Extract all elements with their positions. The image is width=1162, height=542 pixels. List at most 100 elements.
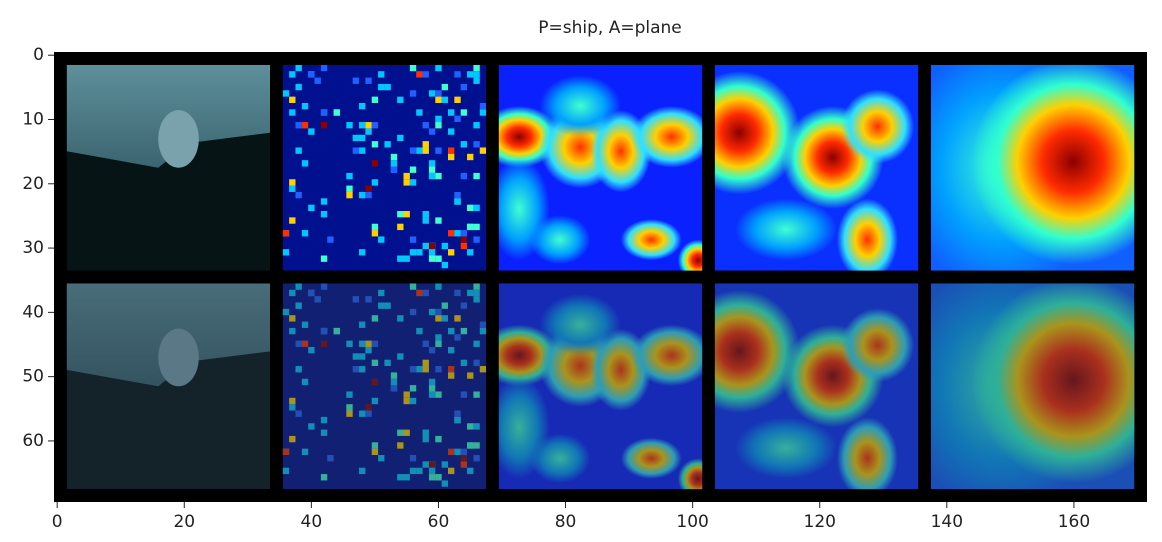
heat-pixel: [390, 385, 398, 392]
heat-pixel: [282, 249, 290, 256]
heat-pixel: [441, 302, 448, 309]
heat-pixel: [371, 230, 379, 237]
heat-pixel: [301, 102, 309, 110]
heat-pixel: [359, 147, 366, 154]
heat-pixel: [447, 147, 455, 154]
heat-pixel: [454, 334, 461, 341]
heat-pixel: [403, 172, 410, 180]
heat-pixel: [384, 359, 391, 367]
heat-pixel: [473, 141, 480, 148]
heat-pixel: [435, 64, 442, 72]
heat-pixel: [403, 179, 410, 186]
heat-pixel: [397, 134, 404, 142]
x-tick-label: 100: [676, 512, 708, 532]
heat-pixel: [320, 429, 328, 436]
heat-pixel: [435, 391, 442, 398]
heat-pixel: [301, 378, 309, 386]
heat-pixel: [441, 315, 448, 322]
heat-pixel: [359, 321, 366, 328]
heat-pixel: [435, 96, 442, 103]
heat-pixel: [435, 340, 442, 347]
heat-blob: [836, 198, 898, 271]
heat-pixel: [454, 230, 461, 237]
heat-pixel: [289, 435, 296, 443]
heat-pixel: [409, 283, 417, 290]
heat-pixel: [460, 327, 468, 335]
heat-pixel: [428, 160, 436, 167]
heat-blob: [840, 89, 915, 164]
heat-pixel: [454, 191, 461, 199]
heat-blob: [714, 289, 801, 414]
heat-blob: [714, 71, 801, 195]
heat-pixel: [422, 461, 429, 468]
photo-ship: [158, 110, 199, 168]
heat-pixel: [435, 308, 442, 316]
heat-pixel: [416, 147, 423, 154]
heat-pixel: [397, 315, 404, 322]
heat-pixel: [365, 185, 372, 192]
heat-pixel: [479, 109, 487, 116]
heat-pixel: [473, 172, 480, 180]
heat-pixel: [378, 83, 385, 91]
heat-pixel: [403, 474, 410, 481]
heat-pixel: [397, 353, 404, 360]
heat-pixel: [282, 90, 290, 97]
heat-pixel: [460, 302, 468, 309]
heat-pixel: [390, 378, 398, 386]
heat-pixel: [435, 283, 442, 290]
heat-pixel: [435, 366, 442, 373]
heat-pixel: [378, 455, 385, 462]
heat-pixel: [365, 410, 372, 417]
heat-pixel: [460, 236, 468, 243]
heat-pixel: [467, 442, 474, 449]
heat-pixel: [467, 71, 474, 78]
heat-pixel: [435, 172, 442, 180]
heat-pixel: [308, 128, 315, 135]
heat-pixel: [460, 83, 468, 91]
heat-pixel: [289, 185, 296, 192]
heat-pixel: [359, 102, 366, 110]
heat-pixel: [365, 77, 372, 84]
image-tile: [66, 283, 271, 490]
heat-pixel: [447, 128, 455, 135]
heat-pixel: [371, 397, 379, 405]
image-tile: [498, 64, 703, 271]
heat-pixel: [320, 327, 328, 335]
heat-pixel: [473, 423, 480, 430]
chart-title: P=ship, A=plane: [538, 18, 682, 38]
heat-pixel: [397, 442, 404, 449]
heat-pixel: [346, 172, 353, 180]
heat-pixel: [409, 455, 417, 462]
heat-pixel: [397, 429, 404, 436]
heat-pixel: [359, 467, 366, 475]
heat-pixel: [371, 141, 379, 148]
heat-pixel: [289, 71, 296, 78]
heat-blob: [631, 106, 703, 168]
heat-blob: [971, 283, 1135, 483]
x-tick-label: 0: [52, 512, 63, 532]
heat-pixel: [460, 242, 468, 250]
heat-pixel: [447, 366, 455, 373]
heat-pixel: [409, 166, 417, 173]
heat-pixel: [435, 255, 442, 262]
heat-pixel: [295, 283, 302, 290]
heat-pixel: [365, 296, 372, 303]
heat-pixel: [320, 198, 328, 205]
heat-pixel: [454, 115, 461, 123]
heat-pixel: [282, 467, 290, 475]
heat-pixel: [441, 242, 448, 250]
heat-pixel: [441, 83, 448, 91]
heat-pixel: [422, 122, 429, 129]
heat-pixel: [422, 359, 429, 367]
heat-pixel: [390, 166, 398, 173]
heat-pixel: [289, 404, 296, 411]
heat-blob: [677, 458, 703, 490]
heat-pixel: [409, 179, 417, 186]
heat-pixel: [409, 236, 417, 243]
heat-pixel: [447, 346, 455, 354]
heat-pixel: [320, 211, 328, 218]
heat-pixel: [359, 366, 366, 373]
heat-pixel: [346, 191, 353, 199]
heat-pixel: [428, 346, 436, 354]
